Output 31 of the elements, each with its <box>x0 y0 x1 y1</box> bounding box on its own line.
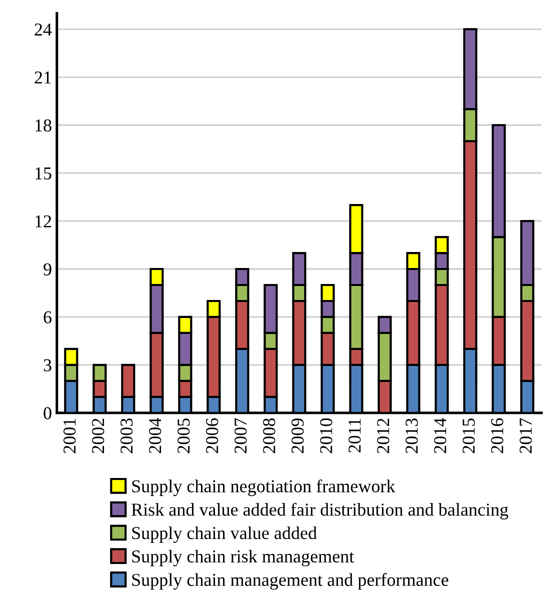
x-tick-label: 2009 <box>292 418 304 454</box>
legend-label: Supply chain risk management <box>132 550 354 566</box>
x-tick-label: 2008 <box>263 418 276 454</box>
y-tick-label: 15 <box>36 167 52 180</box>
legend-label: Risk and value added fair distribution and balancing <box>132 502 508 520</box>
x-tick-label: 2002 <box>92 418 104 454</box>
y-tick-label: 24 <box>34 24 52 36</box>
x-tick-label: 2017 <box>520 418 532 454</box>
x-tick-label: 2013 <box>406 418 418 454</box>
legend-label: Supply chain negotiation framework <box>132 479 396 496</box>
x-tick-label: 2001 <box>63 418 76 454</box>
y-tick-label: 0 <box>44 407 52 420</box>
x-tick-label: 2012 <box>377 418 390 454</box>
y-tick-label: 12 <box>36 215 52 228</box>
legend-label: Supply chain management and performance <box>132 573 448 590</box>
x-tick-label: 2011 <box>348 418 361 452</box>
x-tick-label: 2003 <box>120 418 133 454</box>
legend-label: Supply chain value added <box>132 526 317 543</box>
x-tick-label: 2014 <box>434 418 446 454</box>
y-tick-label: 3 <box>44 359 52 372</box>
y-tick-label: 9 <box>44 263 52 276</box>
x-tick-label: 2006 <box>206 418 218 454</box>
x-tick-label: 2010 <box>320 418 332 454</box>
y-tick-label: 6 <box>44 311 52 324</box>
x-tick-label: 2015 <box>462 418 475 454</box>
y-tick-label: 21 <box>34 71 51 84</box>
y-tick-label: 18 <box>36 119 52 132</box>
x-tick-label: 2016 <box>491 418 504 454</box>
x-tick-label: 2005 <box>178 418 190 454</box>
x-tick-label: 2004 <box>149 418 162 454</box>
x-tick-label: 2007 <box>234 418 247 454</box>
